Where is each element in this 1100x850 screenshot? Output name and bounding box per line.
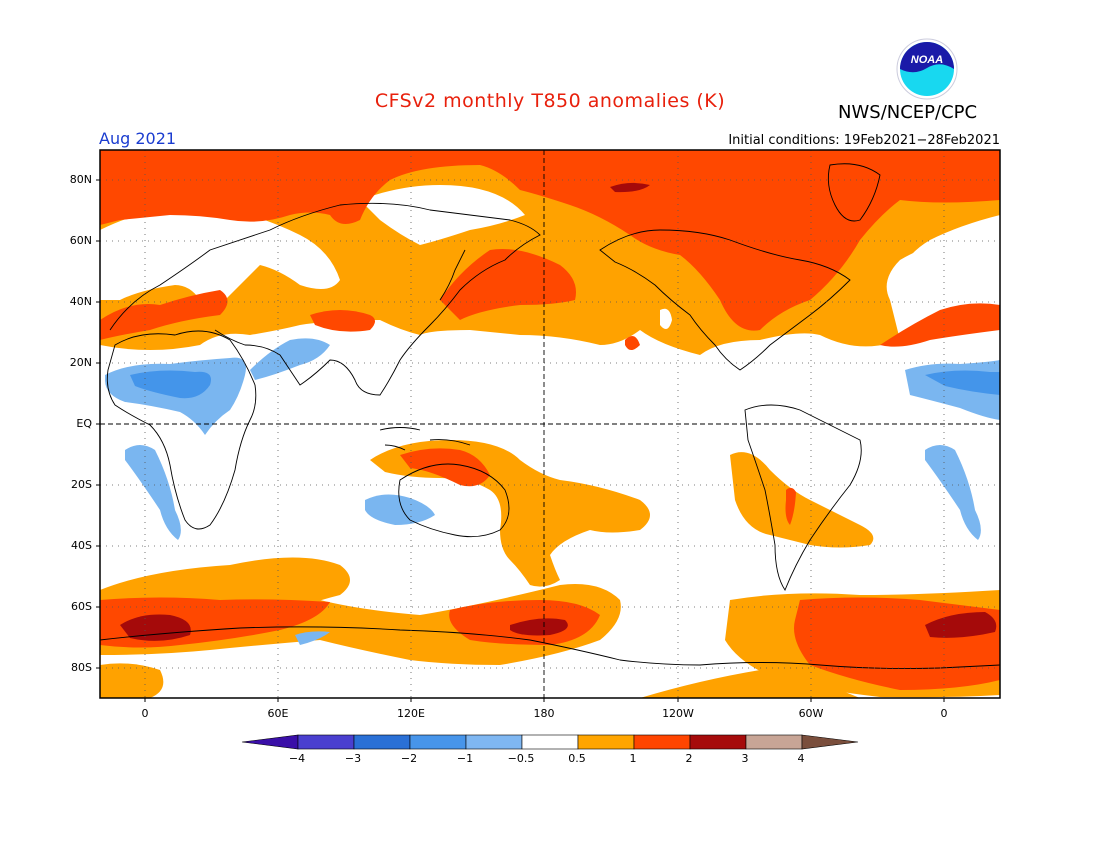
anomaly-region-red-andes bbox=[785, 487, 796, 525]
anomaly-region-red-arctic bbox=[100, 150, 1000, 331]
lon-label-180: 180 bbox=[533, 707, 555, 720]
anomaly-region-blue-atlantic-africa bbox=[925, 370, 1000, 395]
lat-label-eq: EQ bbox=[76, 417, 92, 430]
colorbar-end-high bbox=[801, 734, 859, 750]
anomaly-region-orange-australia bbox=[370, 440, 650, 587]
anomaly-region-red-med-east bbox=[880, 303, 1000, 347]
colorbar-swatch bbox=[577, 734, 635, 750]
coastlines bbox=[100, 163, 1000, 670]
colorbar-end-low bbox=[241, 734, 299, 750]
grid-lines bbox=[100, 150, 1000, 698]
logo-text: NOAA bbox=[911, 54, 943, 66]
anomaly-region-lightblue-india bbox=[250, 338, 330, 380]
colorbar-label: −1 bbox=[456, 752, 474, 765]
lat-label-60s: 60S bbox=[71, 600, 92, 613]
lat-label-20s: 20S bbox=[71, 478, 92, 491]
colorbar-swatch bbox=[633, 734, 691, 750]
anomaly-region-darkred-spac bbox=[510, 618, 568, 636]
colorbar-label: −2 bbox=[400, 752, 418, 765]
anomaly-region-red-npacific bbox=[440, 249, 576, 320]
anomaly-region-lightblue-antarctic bbox=[295, 631, 330, 645]
lon-label-60e: 60E bbox=[267, 707, 289, 720]
anomaly-region-blue-africa bbox=[130, 370, 211, 399]
anomaly-region-orange-antarctic bbox=[100, 663, 164, 698]
colorbar-swatch bbox=[297, 734, 355, 750]
colorbar-swatch bbox=[689, 734, 747, 750]
lon-label-0: 0 bbox=[141, 707, 149, 720]
anomaly-region-red-med bbox=[100, 290, 228, 340]
initial-conditions: Initial conditions: 19Feb2021−28Feb2021 bbox=[728, 133, 1000, 148]
colorbar-label: 4 bbox=[797, 752, 805, 765]
lon-label-0-east: 0 bbox=[940, 707, 948, 720]
anomaly-region-lightblue-safrica bbox=[125, 445, 181, 540]
coast-south-america bbox=[744, 404, 862, 591]
colorbar bbox=[241, 734, 859, 750]
colorbar-swatch bbox=[521, 734, 579, 750]
lon-label-120w: 120W bbox=[662, 707, 694, 720]
lon-label-60w: 60W bbox=[798, 707, 824, 720]
anomaly-region-darkred-se bbox=[925, 612, 997, 638]
coast-europe-asia bbox=[109, 202, 541, 396]
colorbar-label: −4 bbox=[288, 752, 306, 765]
colorbar-label: 0.5 bbox=[568, 752, 586, 765]
lat-label-40n: 40N bbox=[69, 295, 92, 308]
coast-greenland bbox=[827, 163, 881, 222]
anomaly-region-orange-samerica bbox=[730, 452, 874, 548]
colorbar-label: 2 bbox=[685, 752, 693, 765]
reference-lines bbox=[100, 150, 1000, 698]
anomaly-region-red-australia-north bbox=[400, 448, 490, 487]
lon-label-120e: 120E bbox=[397, 707, 425, 720]
lat-label-20n: 20N bbox=[69, 356, 92, 369]
colorbar-label: −0.5 bbox=[507, 752, 535, 765]
lat-label-40s: 40S bbox=[71, 539, 92, 552]
colorbar-label: 3 bbox=[741, 752, 749, 765]
agency-label: NWS/NCEP/CPC bbox=[838, 102, 978, 123]
anomaly-region-white-atlantic bbox=[900, 215, 1000, 300]
coast-indonesia bbox=[379, 427, 471, 451]
chart-title: CFSv2 monthly T850 anomalies (K) bbox=[374, 90, 726, 112]
lat-label-80n: 80N bbox=[69, 173, 92, 186]
colorbar-swatch bbox=[409, 734, 467, 750]
anomaly-region-white-siberia bbox=[360, 185, 525, 245]
coast-north-america bbox=[599, 229, 851, 371]
anomaly-region-lightblue-safrica2 bbox=[925, 445, 981, 540]
coast-japan bbox=[439, 249, 466, 301]
anomaly-region-white-pac-hole bbox=[660, 308, 672, 329]
coast-australia bbox=[398, 463, 510, 538]
forecast-month: Aug 2021 bbox=[99, 129, 177, 148]
axis-ticks bbox=[96, 179, 945, 702]
anomaly-region-lightblue-indian-ocean bbox=[365, 494, 435, 525]
lat-label-80s: 80S bbox=[71, 661, 92, 674]
anomaly-region-red-china bbox=[310, 310, 375, 332]
colorbar-swatch bbox=[745, 734, 803, 750]
anomaly-region-white-europe bbox=[100, 205, 340, 305]
colorbar-label: −3 bbox=[344, 752, 362, 765]
coast-antarctica bbox=[100, 626, 1000, 670]
colorbar-label: 1 bbox=[629, 752, 637, 765]
anomaly-fields bbox=[100, 150, 1000, 698]
noaa-logo-icon: NOAA bbox=[896, 38, 958, 100]
colorbar-swatch bbox=[465, 734, 523, 750]
anomaly-region-orange-antarctic2 bbox=[640, 670, 860, 698]
lat-label-60n: 60N bbox=[69, 234, 92, 247]
anomaly-region-red-pac-blob bbox=[625, 336, 640, 350]
anomaly-region-darkred-sw bbox=[120, 614, 191, 641]
coast-africa bbox=[106, 330, 257, 530]
colorbar-swatch bbox=[353, 734, 411, 750]
anomaly-region-darkred-arctic bbox=[610, 182, 650, 193]
